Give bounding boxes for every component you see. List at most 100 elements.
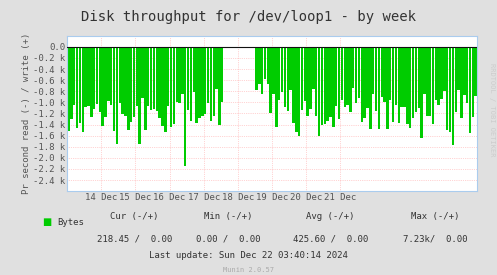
Bar [298, 47, 300, 136]
Bar [124, 47, 127, 116]
Bar [187, 47, 189, 110]
Bar [369, 47, 372, 130]
Bar [469, 47, 471, 133]
Bar [101, 47, 104, 126]
Bar [437, 47, 440, 105]
Bar [309, 47, 312, 109]
Bar [255, 47, 257, 90]
Bar [414, 47, 417, 112]
Bar [363, 47, 366, 118]
Bar [304, 47, 306, 101]
Bar [412, 47, 414, 119]
Bar [381, 47, 383, 97]
Bar [90, 47, 92, 117]
Bar [130, 47, 132, 122]
Bar [136, 47, 138, 106]
Bar [455, 47, 457, 112]
Text: 0.00 /  0.00: 0.00 / 0.00 [196, 234, 261, 243]
Bar [261, 47, 263, 94]
Bar [417, 47, 420, 108]
Bar [170, 47, 172, 127]
Bar [198, 47, 201, 118]
Bar [378, 47, 380, 130]
Bar [278, 47, 280, 100]
Bar [87, 47, 89, 106]
Bar [210, 47, 212, 121]
Bar [193, 47, 195, 92]
Bar [141, 47, 144, 98]
Bar [361, 47, 363, 122]
Bar [401, 47, 403, 107]
Text: Max (-/+): Max (-/+) [411, 212, 459, 221]
Bar [355, 47, 357, 103]
Bar [121, 47, 124, 114]
Bar [330, 47, 331, 117]
Bar [269, 47, 272, 113]
Bar [172, 47, 175, 124]
Bar [406, 47, 409, 124]
Bar [264, 47, 266, 79]
Bar [409, 47, 412, 128]
Text: Last update: Sun Dec 22 03:40:14 2024: Last update: Sun Dec 22 03:40:14 2024 [149, 251, 348, 260]
Bar [475, 47, 477, 96]
Bar [366, 47, 369, 108]
Bar [127, 47, 130, 130]
Bar [420, 47, 423, 138]
Text: Avg (-/+): Avg (-/+) [306, 212, 355, 221]
Bar [321, 47, 323, 125]
Bar [463, 47, 466, 95]
Bar [67, 47, 70, 131]
Bar [383, 47, 386, 102]
Text: Bytes: Bytes [57, 218, 84, 227]
Bar [358, 47, 360, 98]
Text: 425.60 /  0.00: 425.60 / 0.00 [293, 234, 368, 243]
Bar [386, 47, 389, 130]
Bar [258, 47, 260, 84]
Bar [139, 47, 141, 144]
Bar [161, 47, 164, 126]
Bar [164, 47, 166, 133]
Bar [281, 47, 283, 92]
Bar [289, 47, 292, 90]
Bar [275, 47, 278, 127]
Bar [346, 47, 349, 105]
Bar [221, 47, 224, 102]
Bar [218, 47, 221, 125]
Bar [76, 47, 78, 128]
Bar [84, 47, 87, 107]
Bar [440, 47, 443, 99]
Text: Min (-/+): Min (-/+) [204, 212, 253, 221]
Bar [352, 47, 354, 88]
Text: 218.45 /  0.00: 218.45 / 0.00 [96, 234, 172, 243]
Bar [73, 47, 76, 105]
Bar [449, 47, 451, 132]
Bar [434, 47, 437, 100]
Bar [324, 47, 326, 124]
Bar [343, 47, 346, 107]
Bar [472, 47, 474, 117]
Bar [175, 47, 178, 102]
Bar [429, 47, 431, 116]
Text: Disk throughput for /dev/loop1 - by week: Disk throughput for /dev/loop1 - by week [81, 10, 416, 24]
Bar [452, 47, 454, 145]
Bar [372, 47, 374, 95]
Bar [423, 47, 425, 94]
Bar [318, 47, 320, 136]
Bar [119, 47, 121, 103]
Bar [110, 47, 112, 105]
Bar [403, 47, 406, 108]
Bar [98, 47, 101, 112]
Bar [349, 47, 351, 112]
Bar [426, 47, 428, 116]
Bar [153, 47, 155, 109]
Bar [215, 47, 218, 89]
Bar [375, 47, 377, 111]
Bar [116, 47, 118, 144]
Bar [107, 47, 110, 101]
Bar [284, 47, 286, 107]
Bar [327, 47, 329, 121]
Bar [389, 47, 392, 100]
Bar [70, 47, 73, 120]
Bar [150, 47, 152, 110]
Bar [295, 47, 298, 132]
